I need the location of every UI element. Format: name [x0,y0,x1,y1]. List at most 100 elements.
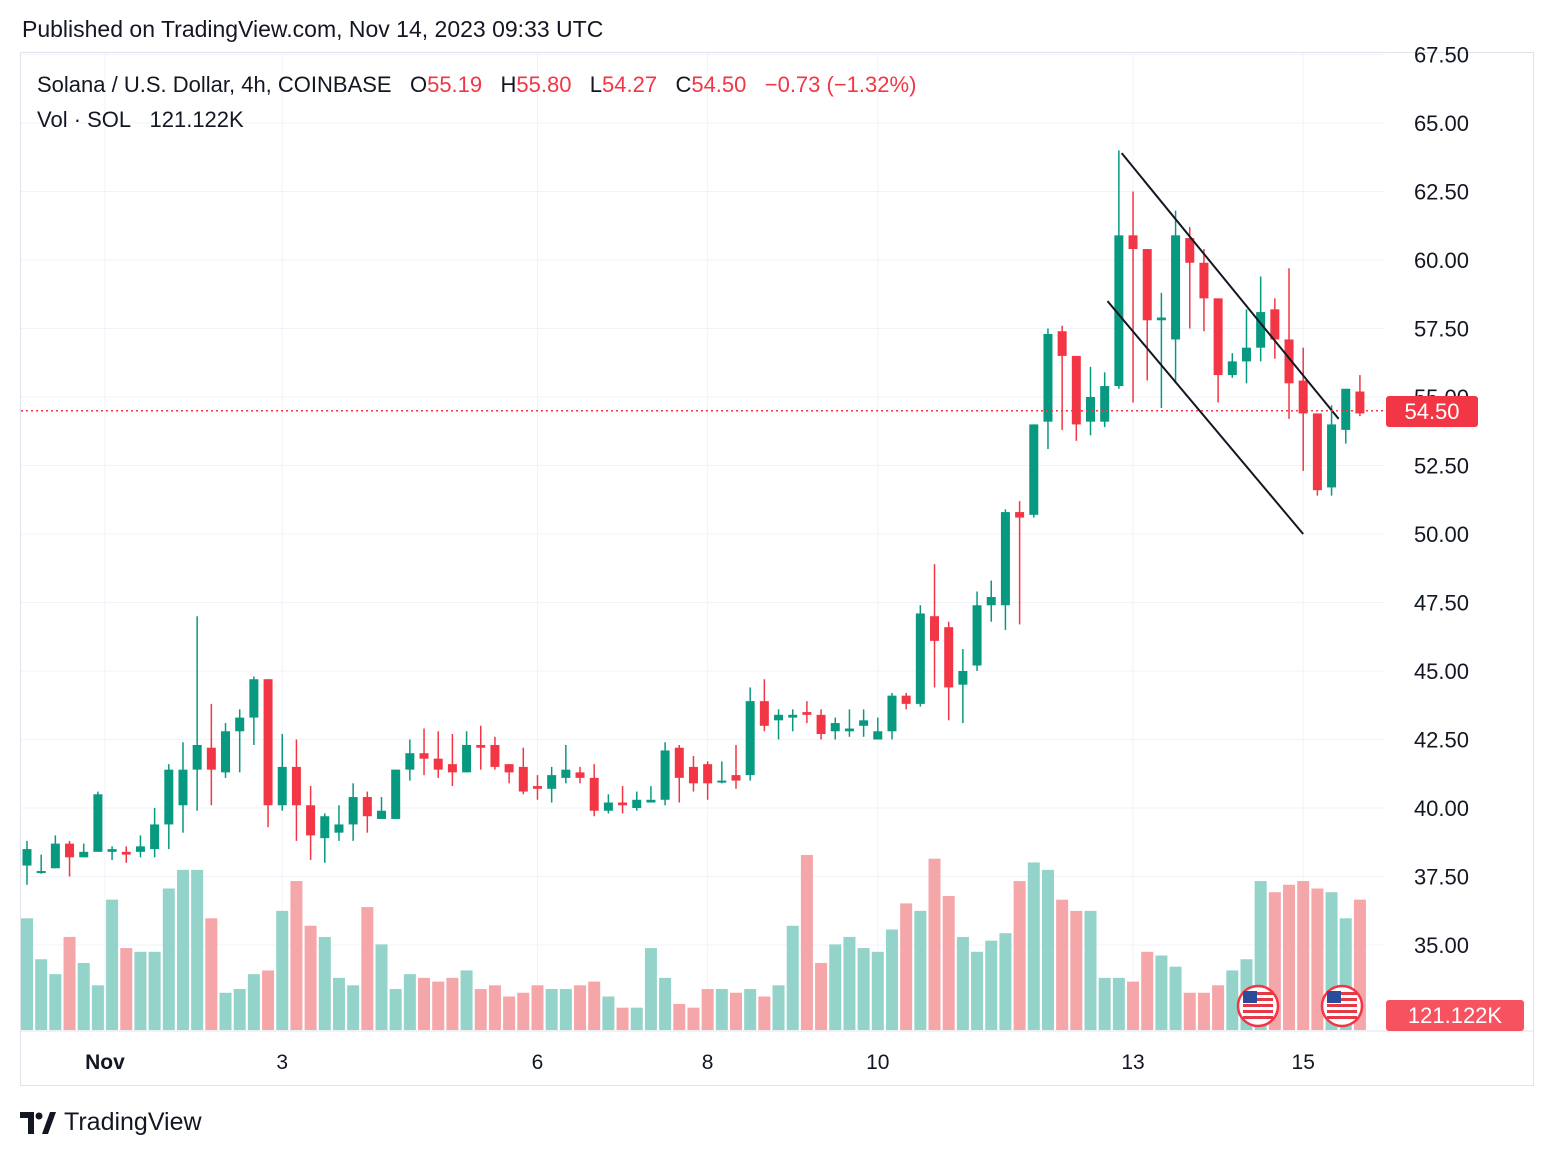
volume-value: 121.122K [149,107,244,132]
volume-bars [21,855,1366,1030]
flag-canton [1327,991,1341,1003]
candle-body [603,802,613,811]
volume-bar [375,944,388,1030]
published-caption: Published on TradingView.com, Nov 14, 20… [22,16,604,42]
volume-bar [1112,977,1125,1030]
ohlc-legend: Solana / U.S. Dollar, 4h, COINBASE O55.1… [37,72,916,98]
volume-bar [559,989,572,1030]
flag-stripe [1327,1010,1357,1013]
candle-body [1241,347,1251,362]
candle-body [79,851,89,858]
volume-bar [1212,985,1225,1030]
volume-bar [1183,992,1196,1030]
volume-bar [1197,992,1210,1030]
candle-body [717,780,727,783]
candle-body [306,805,316,836]
volume-bar [786,925,799,1030]
candle-body [362,797,372,817]
volume-bar [843,936,856,1030]
volume-bar [531,985,544,1030]
volume-bar [1283,884,1296,1030]
candle-body [1057,331,1067,356]
volume-bar [1155,955,1168,1030]
flag-stripe [1243,1016,1273,1019]
candle-body [887,695,897,732]
candle-body [178,769,188,806]
price-tick-label: 47.50 [1414,591,1469,616]
channel-trendline [1120,152,1340,420]
candle-body [65,843,75,858]
candle-body [1227,361,1237,376]
volume-bar [49,974,62,1030]
candle-body [518,766,528,792]
candle-body [1171,235,1181,340]
volume-bar [574,985,587,1030]
volume-label[interactable]: Vol · SOL [37,107,132,132]
chart-frame [20,52,1534,1086]
volume-bar [304,925,317,1030]
candle-body [1128,235,1138,250]
candle-body [915,613,925,704]
candle-body [632,799,642,808]
candle-body [22,849,32,866]
candle-body [277,766,287,806]
flag-stripe [1243,1004,1273,1007]
candle-body [107,849,117,852]
volume-bar [120,948,133,1030]
price-tick-label: 52.50 [1414,454,1469,479]
candle-body [462,744,472,773]
price-tick-label: 42.50 [1414,728,1469,753]
candle-body [816,714,826,735]
volume-bar [772,985,785,1030]
candle-body [589,777,599,811]
volume-bar [403,974,416,1030]
price-tick-label: 37.50 [1414,865,1469,890]
volume-bar [460,970,473,1030]
symbol-label[interactable]: Solana / U.S. Dollar, 4h, COINBASE [37,72,392,97]
candle-body [1029,424,1039,515]
candle-body [703,764,713,784]
candle-body [618,802,628,806]
volume-bar [262,970,275,1030]
candle-body [788,714,798,718]
volume-bar [418,977,431,1030]
flag-stripe [1243,992,1273,995]
price-tick-label: 60.00 [1414,248,1469,273]
candle-body [476,744,486,748]
candle-body [646,799,656,803]
volume-bar [1098,977,1111,1030]
volume-bar [616,1007,629,1030]
volume-bar [134,951,147,1030]
candle-body [1312,413,1322,491]
volume-bar [1226,970,1239,1030]
time-tick-label: Nov [85,1051,125,1074]
candle-body [774,714,784,721]
candle-body [433,758,443,770]
event-flags [1236,984,1364,1028]
time-axis: Nov 3 6 8 10 13 15 [21,1030,1534,1074]
candle-body [36,871,46,874]
grid-lines [21,53,1385,1030]
time-tick-label: 6 [532,1051,544,1074]
volume-bar [659,977,672,1030]
volume-bar [162,888,175,1030]
time-tick-label: 10 [866,1051,889,1074]
candle-body [830,723,840,732]
candle-body [1199,262,1209,299]
candle-body [986,597,996,606]
candle-body [674,747,684,778]
candle-body [688,766,698,784]
high-label: H [500,72,517,97]
candle-body [93,794,103,852]
high-value: 55.80 [516,72,572,97]
footer-brand[interactable]: TradingView [64,1108,202,1136]
time-tick-label: 8 [702,1051,714,1074]
candle-body [135,846,145,852]
tradingview-logo-icon[interactable] [20,1111,56,1134]
volume-bar [219,992,232,1030]
price-tick-label: 57.50 [1414,317,1469,342]
volume-bar [91,985,104,1030]
candle-body [490,744,500,767]
candle-body [1015,512,1025,518]
